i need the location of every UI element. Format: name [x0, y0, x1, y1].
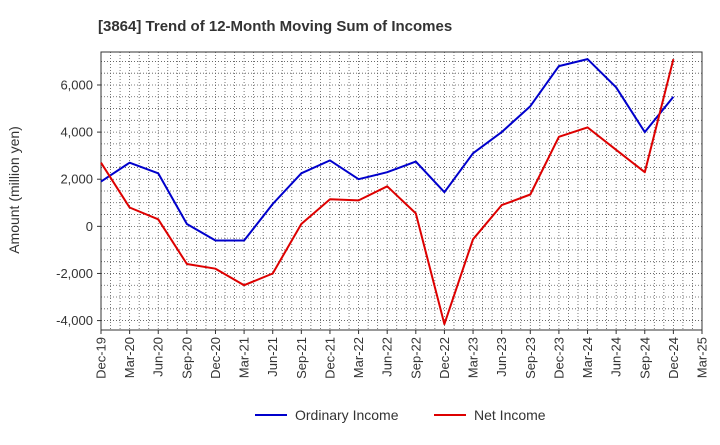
- x-tick-label: Dec-20: [208, 337, 223, 379]
- x-tick-label: Dec-24: [666, 337, 681, 379]
- x-tick-label: Sep-24: [637, 337, 652, 379]
- x-tick-label: Dec-22: [437, 337, 452, 379]
- legend-label-net-income: Net Income: [474, 407, 546, 423]
- x-tick-label: Dec-19: [94, 337, 109, 379]
- y-axis-label: Amount (million yen): [6, 126, 22, 254]
- x-tick-label: Sep-21: [294, 337, 309, 379]
- x-tick-label: Mar-23: [466, 337, 481, 378]
- x-tick-label: Mar-22: [351, 337, 366, 378]
- x-tick-label: Jun-24: [609, 337, 624, 377]
- x-tick-label: Dec-23: [551, 337, 566, 379]
- x-tick-label: Sep-20: [179, 337, 194, 379]
- legend: Ordinary Income Net Income: [255, 407, 546, 423]
- y-tick-label: 0: [86, 219, 93, 234]
- x-tick-label: Jun-20: [151, 337, 166, 377]
- y-tick-label: -2,000: [56, 266, 93, 281]
- x-tick-label: Jun-23: [494, 337, 509, 377]
- x-tick-label: Mar-21: [237, 337, 252, 378]
- x-tick-label: Dec-21: [322, 337, 337, 379]
- y-tick-label: 4,000: [60, 125, 93, 140]
- legend-label-ordinary-income: Ordinary Income: [295, 407, 399, 423]
- y-tick-label: -4,000: [56, 313, 93, 328]
- series-line-net-income: [100, 58, 675, 326]
- x-tick-label: Mar-25: [695, 337, 710, 378]
- x-tick-label: Sep-23: [523, 337, 538, 379]
- chart-title: [3864] Trend of 12-Month Moving Sum of I…: [98, 18, 452, 35]
- x-tick-label: Jun-21: [265, 337, 280, 377]
- plot-border: [100, 51, 703, 331]
- x-tick-label: Mar-20: [122, 337, 137, 378]
- x-tick-label: Mar-24: [580, 337, 595, 378]
- y-tick-label: 6,000: [60, 77, 93, 92]
- series-line-ordinary-income: [100, 58, 675, 242]
- y-tick-label: 2,000: [60, 172, 93, 187]
- x-tick-label: Jun-22: [380, 337, 395, 377]
- x-tick-label: Sep-22: [408, 337, 423, 379]
